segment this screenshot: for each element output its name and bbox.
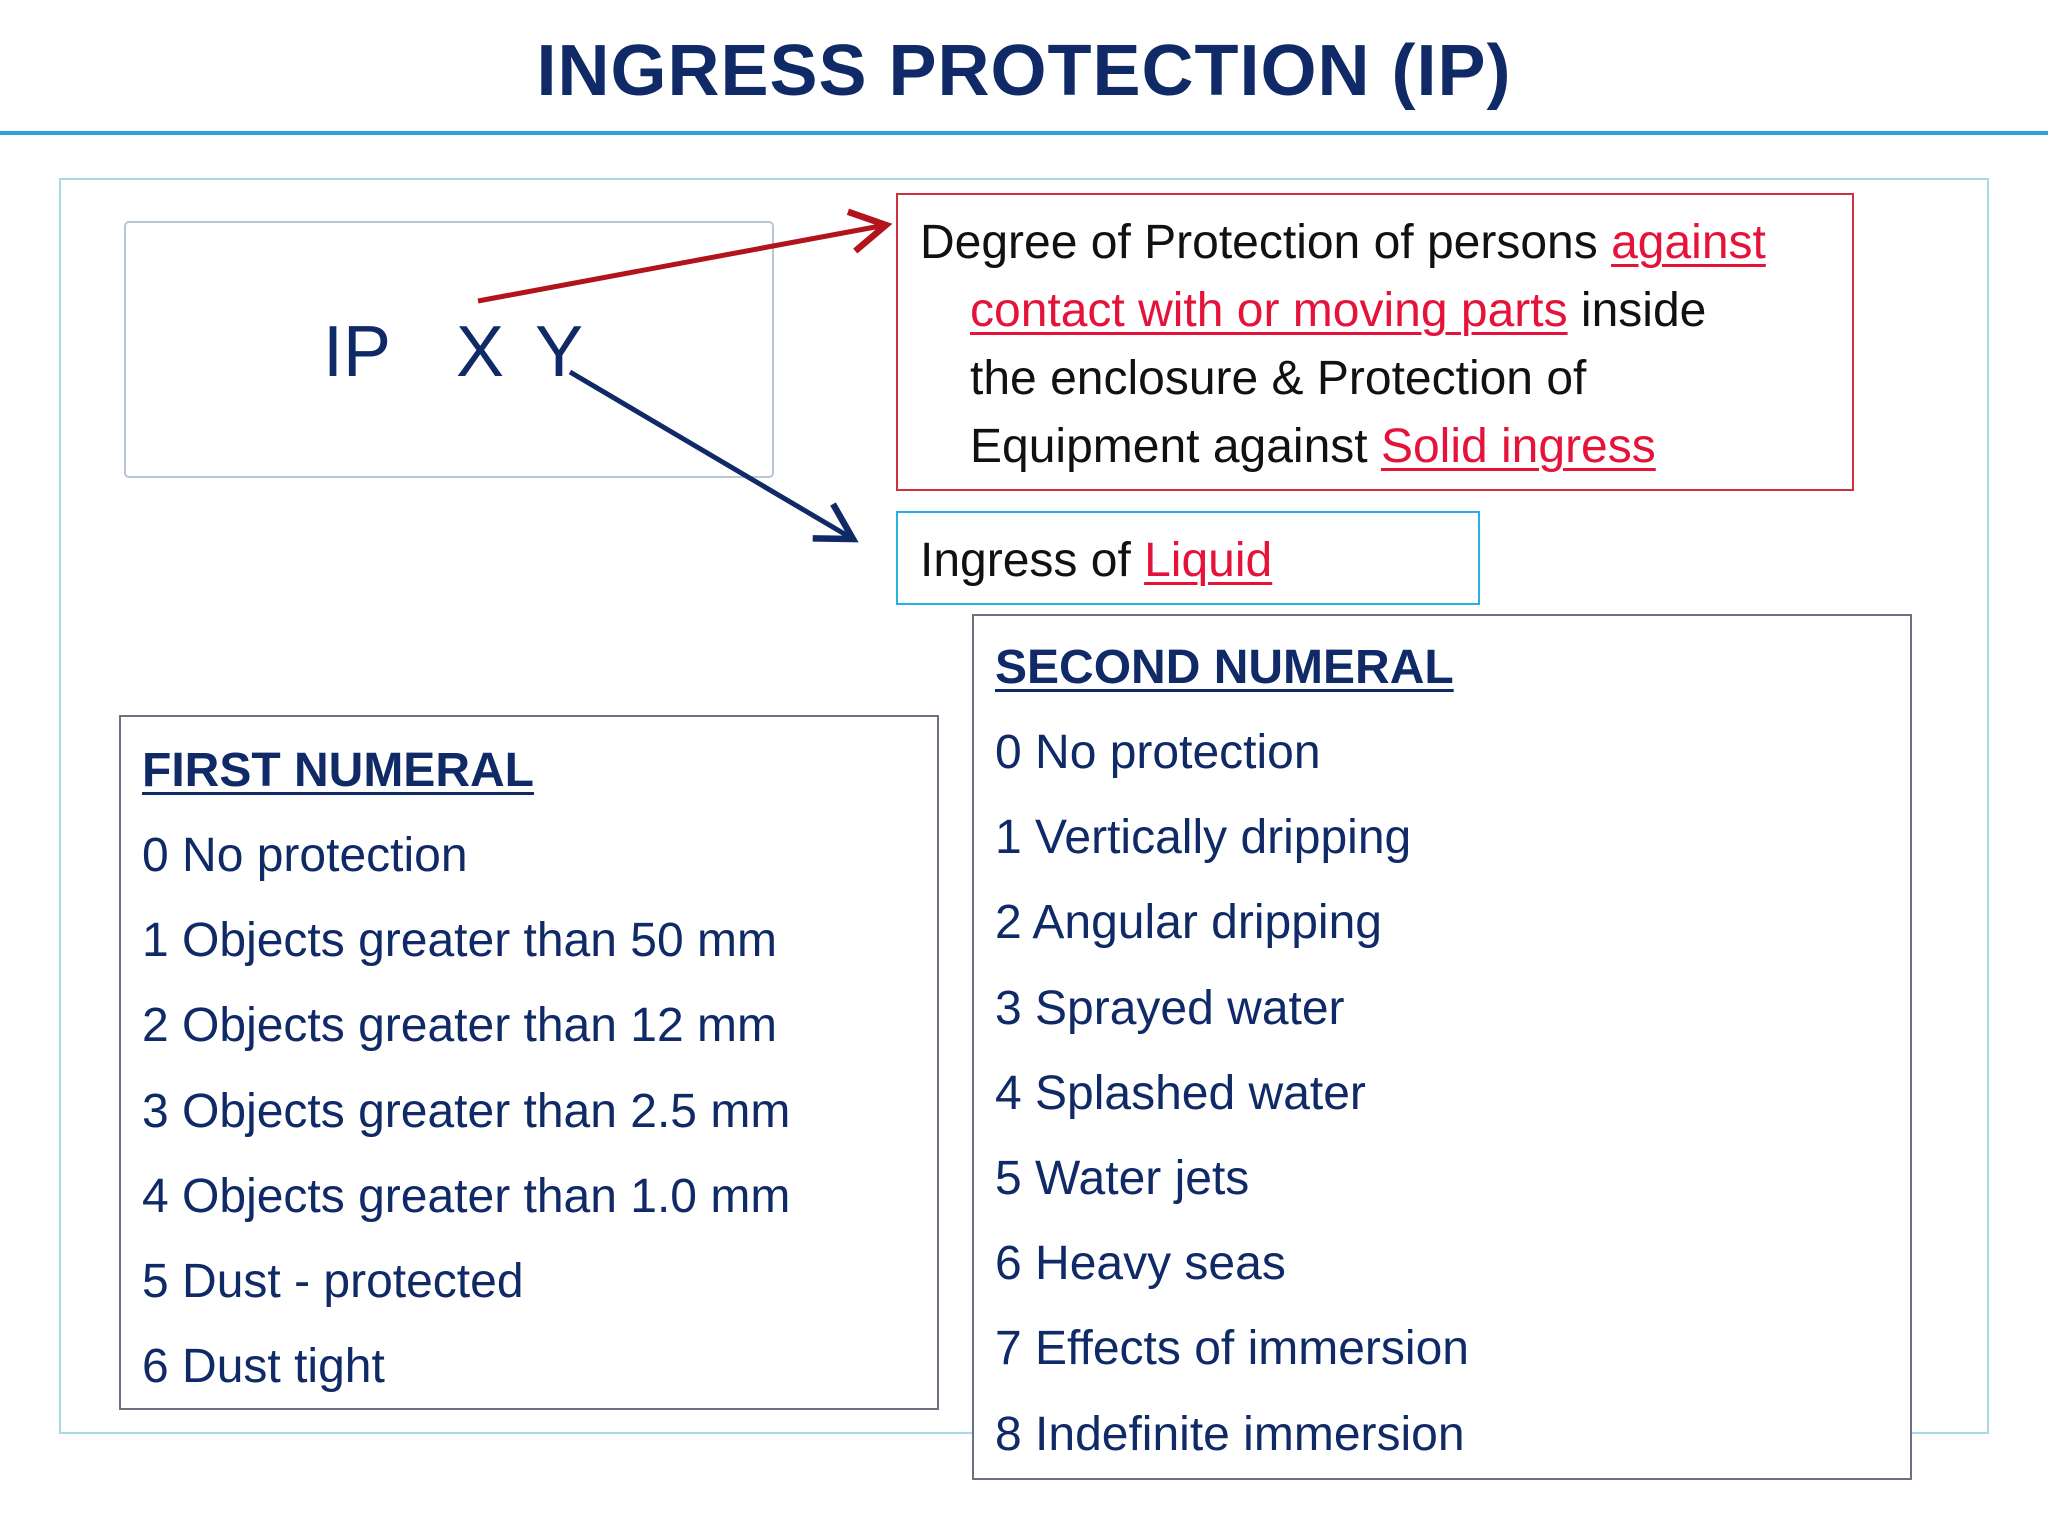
ip-code-box — [124, 221, 774, 478]
list-item: 4 Splashed water — [995, 1066, 1366, 1120]
list-item: 3 Objects greater than 2.5 mm — [142, 1084, 791, 1138]
list-item: 4 Objects greater than 1.0 mm — [142, 1169, 791, 1223]
list-item: 5 Dust - protected — [142, 1254, 524, 1308]
solid-protection-description: Degree of Protection of persons against … — [896, 193, 1854, 491]
highlight-solid-ingress: Solid ingress — [1380, 420, 1656, 473]
list-item: 0 No protection — [995, 726, 1321, 779]
highlight-against: against — [1611, 216, 1766, 269]
list-item: 7 Effects of immersion — [995, 1322, 1469, 1376]
second-numeral-list: SECOND NUMERAL 0 No protection 1 Vertica… — [972, 614, 1912, 1480]
title-divider — [0, 131, 2048, 135]
list-item: 8 Indefinite immersion — [995, 1407, 1465, 1461]
list-item: 3 Sprayed water — [995, 981, 1345, 1035]
ip-second-digit: Y — [535, 312, 584, 392]
list-item: 1 Objects greater than 50 mm — [142, 914, 777, 968]
list-item: 6 Dust tight — [142, 1340, 385, 1394]
description-line-1: Degree of Protection of persons against — [920, 216, 1766, 269]
description-line-2: contact with or moving parts inside — [970, 284, 1707, 337]
list-item: 5 Water jets — [995, 1151, 1250, 1205]
ip-first-digit: X — [456, 312, 505, 392]
liquid-protection-description: Ingress of Liquid — [896, 511, 1480, 605]
list-item: 1 Vertically dripping — [995, 811, 1412, 865]
second-numeral-heading: SECOND NUMERAL — [995, 641, 1454, 694]
first-numeral-list: FIRST NUMERAL 0 No protection 1 Objects … — [119, 715, 939, 1410]
highlight-contact: contact with or moving parts — [970, 284, 1568, 337]
ip-prefix: IP — [323, 312, 392, 392]
highlight-liquid: Liquid — [1144, 534, 1273, 587]
first-numeral-heading: FIRST NUMERAL — [142, 744, 534, 797]
page-title: INGRESS PROTECTION (IP) — [536, 31, 1512, 111]
description-line-4: Equipment against Solid ingress — [970, 420, 1656, 473]
list-item: 2 Angular dripping — [995, 896, 1382, 950]
list-item: 2 Objects greater than 12 mm — [142, 999, 777, 1053]
list-item: 0 No protection — [142, 829, 468, 882]
list-item: 6 Heavy seas — [995, 1237, 1286, 1291]
description-line-3: the enclosure & Protection of — [970, 352, 1587, 405]
